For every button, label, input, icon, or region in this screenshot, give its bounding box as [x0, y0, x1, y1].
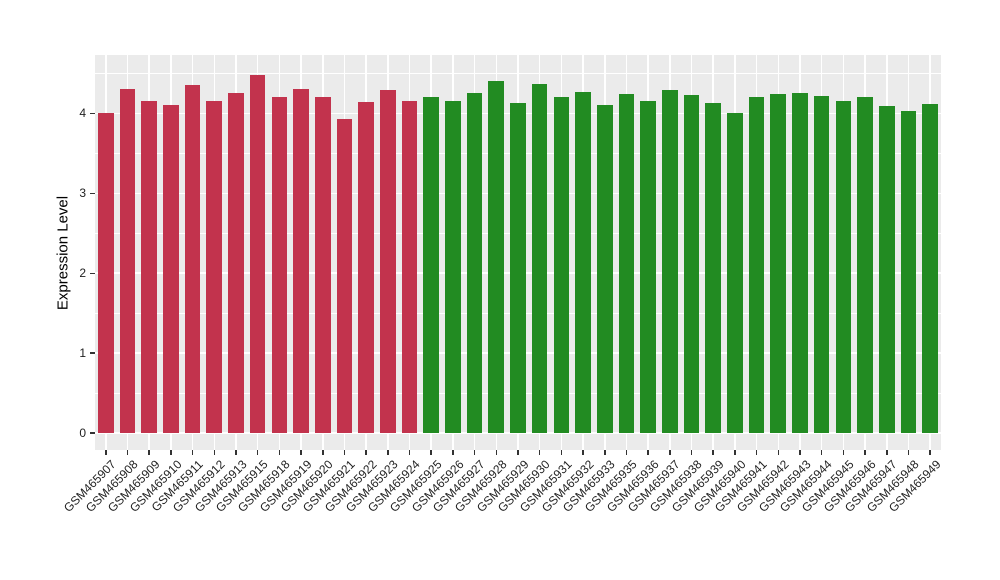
x-tick-mark	[495, 450, 498, 455]
bar-GSM465931	[553, 97, 570, 434]
bar-GSM465929	[510, 102, 526, 434]
bar-GSM465932	[575, 91, 591, 434]
y-tick-label: 3	[79, 186, 86, 201]
y-tick-mark	[90, 112, 95, 115]
x-tick-mark	[777, 450, 780, 455]
bar-GSM465945	[835, 100, 852, 434]
bar-GSM465943	[792, 93, 808, 434]
x-tick-mark	[170, 450, 172, 455]
y-tick-label: 2	[79, 266, 86, 281]
bar-GSM465949	[922, 103, 938, 434]
bar-GSM465925	[423, 97, 440, 434]
y-tick-label: 4	[79, 106, 86, 121]
bar-GSM465935	[618, 94, 635, 434]
x-tick-mark	[842, 450, 845, 455]
bar-GSM465922	[358, 102, 374, 434]
x-tick-mark	[213, 450, 216, 455]
bar-GSM465941	[748, 97, 765, 434]
bar-GSM465923	[380, 90, 396, 434]
x-tick-mark	[300, 450, 302, 455]
bar-GSM465947	[878, 106, 895, 434]
bar-GSM465944	[813, 95, 830, 434]
bar-GSM465930	[531, 83, 548, 434]
bar-GSM465940	[727, 113, 743, 434]
major-gridline	[95, 432, 941, 434]
bar-GSM465948	[900, 110, 917, 434]
x-tick-mark	[365, 450, 367, 455]
x-tick-mark	[799, 450, 801, 455]
bar-GSM465915	[249, 74, 266, 434]
bar-GSM465927	[466, 93, 483, 434]
y-tick-label: 1	[79, 346, 86, 361]
bar-GSM465907	[98, 112, 114, 434]
x-tick-mark	[387, 450, 389, 455]
bar-GSM465908	[119, 89, 136, 434]
bar-GSM465928	[488, 80, 505, 434]
x-tick-mark	[105, 450, 107, 455]
x-tick-mark	[517, 450, 519, 455]
bar-GSM465910	[163, 104, 179, 434]
bar-GSM465942	[770, 94, 787, 434]
y-tick-mark	[90, 352, 95, 354]
x-tick-mark	[322, 450, 324, 455]
bar-GSM465918	[271, 97, 288, 434]
bar-GSM465924	[401, 100, 418, 434]
x-tick-mark	[126, 450, 129, 455]
bar-GSM465913	[228, 93, 244, 434]
y-axis-title: Expression Level	[54, 195, 72, 310]
x-tick-mark	[734, 450, 736, 455]
x-tick-mark	[452, 450, 454, 455]
bar-GSM465921	[336, 118, 353, 434]
x-tick-mark	[191, 450, 194, 455]
y-tick-mark	[90, 192, 95, 195]
x-tick-mark	[929, 450, 931, 455]
x-tick-mark	[820, 450, 823, 455]
y-tick-mark	[90, 432, 95, 434]
x-tick-mark	[864, 450, 866, 455]
x-tick-mark	[690, 450, 693, 455]
bar-GSM465939	[705, 102, 722, 434]
x-tick-mark	[582, 450, 584, 455]
x-tick-mark	[755, 450, 758, 455]
bar-GSM465919	[293, 88, 309, 434]
bar-GSM465937	[662, 90, 678, 434]
y-tick-mark	[90, 272, 95, 275]
x-tick-mark	[669, 450, 671, 455]
x-tick-mark	[430, 450, 432, 455]
bar-GSM465909	[141, 100, 158, 434]
bar-GSM465912	[206, 101, 223, 434]
x-tick-mark	[604, 450, 606, 455]
bar-GSM465920	[314, 96, 331, 434]
minor-gridline	[95, 72, 941, 74]
x-tick-mark	[408, 450, 411, 455]
bar-GSM465911	[184, 85, 201, 434]
x-tick-mark	[907, 450, 910, 455]
x-tick-mark	[473, 450, 476, 455]
x-tick-mark	[560, 450, 563, 455]
x-tick-mark	[538, 450, 541, 455]
bar-GSM465926	[445, 101, 461, 434]
x-tick-mark	[886, 450, 888, 455]
x-tick-mark	[148, 450, 150, 455]
x-tick-mark	[343, 450, 346, 455]
x-tick-mark	[278, 450, 281, 455]
x-tick-mark	[712, 450, 714, 455]
x-tick-mark	[256, 450, 259, 455]
bar-GSM465938	[683, 94, 700, 434]
y-tick-label: 0	[79, 426, 86, 441]
bar-GSM465936	[640, 100, 656, 434]
x-tick-mark	[625, 450, 628, 455]
bar-GSM465933	[596, 105, 613, 434]
bar-GSM465946	[857, 97, 873, 434]
x-tick-mark	[647, 450, 649, 455]
x-tick-mark	[235, 450, 237, 455]
